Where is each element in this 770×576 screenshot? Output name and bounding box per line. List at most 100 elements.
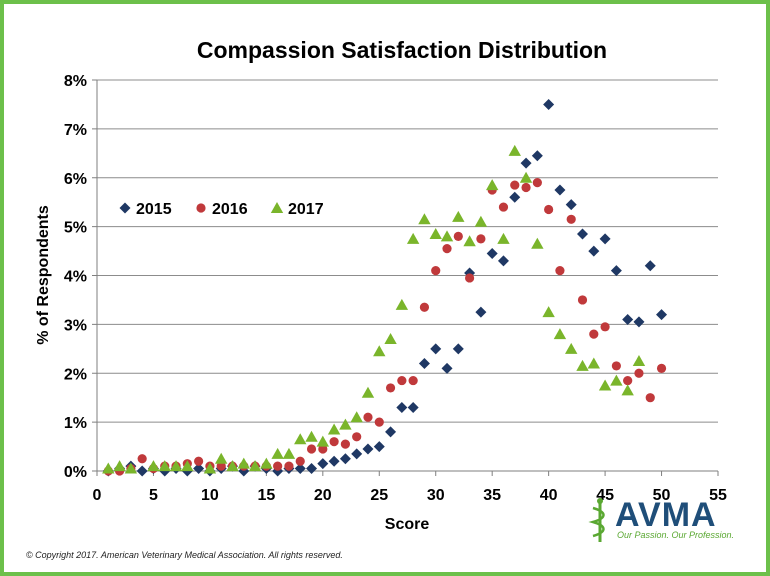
y-tick-label: 5% [64, 220, 87, 237]
data-point-2016 [656, 363, 667, 373]
series-2016 [103, 178, 667, 476]
data-point-2016 [306, 444, 317, 454]
data-point-2016 [363, 412, 373, 422]
data-point-2015 [385, 426, 397, 438]
data-point-2016 [273, 461, 283, 471]
logo-tagline: Our Passion. Our Profession. [617, 530, 735, 540]
data-point-2017 [531, 237, 544, 249]
data-point-2015 [509, 191, 521, 203]
data-point-2017 [169, 460, 183, 472]
data-point-2015 [486, 248, 498, 260]
data-point-2015 [543, 98, 555, 110]
data-point-2017 [350, 411, 363, 423]
data-point-2016 [374, 417, 384, 427]
data-point-2015 [577, 228, 589, 240]
y-tick-label: 1% [64, 415, 87, 432]
data-point-2016 [623, 375, 633, 386]
legend-marker-2015 [119, 202, 131, 214]
data-point-2015 [475, 306, 487, 318]
data-point-2016 [397, 375, 407, 386]
data-point-2016 [352, 432, 362, 442]
data-point-2017 [282, 447, 296, 459]
chart-title: Compassion Satisfaction Distribution [197, 37, 607, 63]
data-point-2017 [508, 144, 521, 156]
y-tick-labels: 0% 1% 2% 3% 4% 5% 6% 7% 8% [64, 73, 87, 481]
y-axis-label: % of Respondents [35, 205, 52, 345]
data-point-2017 [124, 462, 138, 474]
y-tick-label: 0% [64, 464, 87, 481]
data-point-2017 [237, 457, 250, 469]
x-tick-label: 50 [653, 487, 671, 504]
legend: 2015 2016 2017 [119, 201, 324, 218]
legend-marker-2016 [196, 203, 206, 213]
data-point-2015 [339, 453, 351, 465]
data-point-2016 [194, 456, 204, 466]
data-point-2017 [406, 232, 420, 244]
data-point-2017 [485, 179, 499, 191]
data-point-2015 [430, 343, 442, 355]
data-point-2017 [158, 460, 171, 472]
data-point-2017 [373, 345, 386, 357]
data-point-2015 [452, 343, 464, 355]
data-point-2017 [294, 433, 307, 445]
data-point-2017 [248, 460, 262, 472]
x-tick-label: 10 [201, 487, 219, 504]
data-point-2017 [553, 328, 567, 340]
y-tick-label: 7% [64, 122, 87, 139]
data-point-2015 [136, 465, 148, 477]
gridlines [97, 79, 718, 423]
caduceus-icon [588, 498, 605, 542]
data-point-2017 [260, 457, 273, 469]
data-point-2016 [465, 273, 475, 283]
data-point-2016 [532, 178, 542, 188]
data-point-2015 [588, 245, 600, 257]
y-tick-label: 8% [64, 73, 87, 90]
data-point-2015 [373, 441, 385, 453]
y-tick-label: 2% [64, 366, 87, 383]
axes [92, 79, 719, 476]
data-point-2015 [407, 401, 419, 413]
data-point-2015 [565, 199, 577, 211]
legend-label-2016: 2016 [212, 201, 248, 218]
data-point-2015 [351, 448, 363, 460]
data-point-2016 [498, 202, 509, 212]
avma-logo: AVMA Our Passion. Our Profession. [585, 496, 735, 544]
legend-marker-2017 [270, 202, 284, 213]
data-point-2016 [589, 329, 599, 339]
x-tick-label: 15 [257, 487, 275, 504]
data-point-2015 [396, 401, 408, 413]
data-point-2017 [102, 462, 115, 474]
data-point-2017 [452, 210, 465, 222]
data-point-2017 [305, 430, 318, 442]
data-point-2017 [565, 342, 578, 354]
x-tick-label: 5 [149, 487, 158, 504]
data-point-2017 [147, 460, 160, 472]
data-point-2016 [645, 393, 655, 403]
data-point-2017 [632, 355, 646, 367]
data-point-2016 [318, 444, 328, 454]
data-point-2015 [441, 362, 453, 374]
data-point-2016 [431, 266, 441, 276]
legend-label-2017: 2017 [288, 201, 324, 218]
data-point-2017 [542, 306, 555, 318]
data-point-2017 [361, 386, 375, 398]
legend-label-2015: 2015 [136, 201, 172, 218]
data-point-2017 [463, 235, 476, 247]
data-point-2016 [295, 456, 305, 466]
data-point-2015 [622, 313, 634, 325]
data-point-2016 [385, 383, 396, 393]
y-tick-label: 6% [64, 171, 87, 188]
data-point-2017 [203, 462, 217, 474]
data-point-2017 [181, 460, 194, 472]
data-point-2017 [621, 384, 634, 396]
data-point-2017 [271, 447, 284, 459]
data-point-2017 [610, 374, 623, 386]
data-point-2016 [284, 461, 294, 471]
data-point-2017 [497, 232, 510, 244]
data-point-2016 [216, 461, 226, 471]
data-point-2015 [554, 184, 566, 196]
data-point-2015 [610, 265, 622, 277]
data-point-2016 [442, 244, 452, 254]
data-point-2017 [587, 357, 600, 369]
